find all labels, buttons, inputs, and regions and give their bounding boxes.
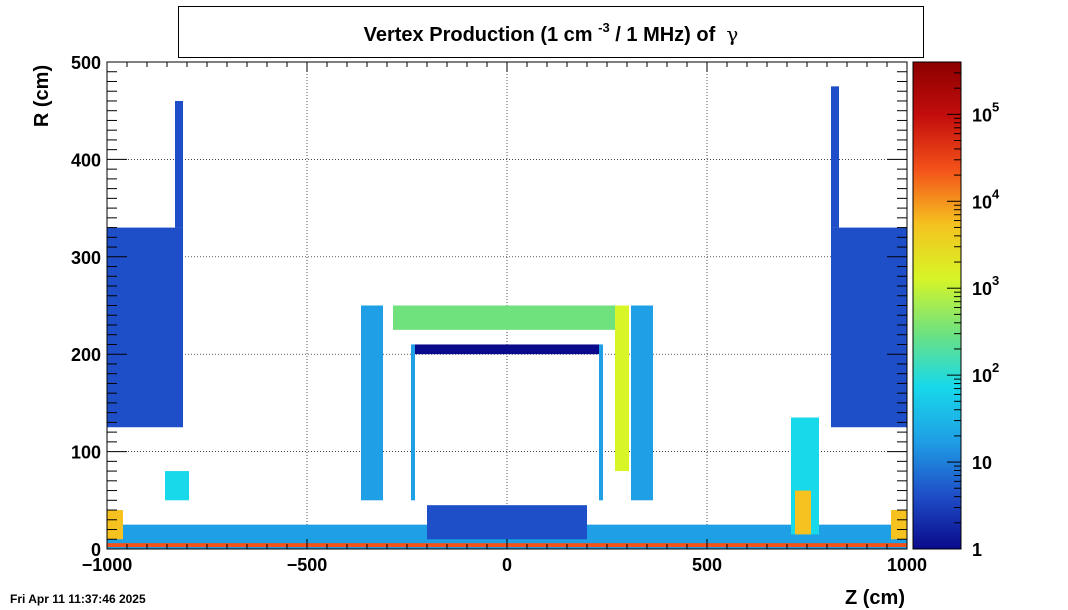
colorbar-tick-label: 103: [972, 273, 999, 299]
x-axis-label: Z (cm): [845, 587, 905, 609]
heatmap-cell: [427, 505, 587, 540]
title-main: Vertex Production (1 cm: [363, 24, 593, 46]
heatmap-cell: [631, 305, 653, 501]
heatmap-cell: [413, 344, 601, 355]
heatmap-regions: [107, 86, 907, 549]
title-box: Vertex Production (1 cm -3 / 1 MHz) of γ: [178, 6, 924, 58]
heatmap-cell: [831, 227, 907, 428]
heatmap-cell: [107, 510, 123, 540]
y-tick-label: 0: [91, 540, 101, 560]
y-tick-label: 400: [71, 150, 101, 170]
title-exponent: -3: [598, 20, 610, 35]
x-tick-label: 0: [502, 555, 512, 575]
y-tick-label: 200: [71, 345, 101, 365]
y-axis: 0 100 200 300 400 500: [71, 53, 907, 560]
y-tick-label: 500: [71, 53, 101, 73]
heatmap-cell: [615, 305, 629, 472]
x-tick-label: −500: [287, 555, 328, 575]
x-tick-label: −1000: [82, 555, 133, 575]
heatmap-cell: [831, 86, 839, 228]
title-rest: / 1 MHz) of: [615, 24, 716, 46]
y-tick-label: 100: [71, 443, 101, 463]
colorbar: [912, 61, 962, 550]
y-tick-label: 300: [71, 248, 101, 268]
colorbar-tick-label: 105: [972, 99, 999, 125]
heatmap-cell: [411, 344, 415, 501]
colorbar-tick-label: 1: [972, 540, 982, 560]
y-axis-label: R (cm): [31, 65, 53, 127]
colorbar-tick-label: 102: [972, 360, 999, 386]
colorbar-tick-label: 10: [972, 453, 992, 473]
heatmap-cell: [795, 490, 811, 535]
heatmap-cell: [393, 305, 621, 330]
heatmap-cell: [175, 100, 183, 228]
chart-title: Vertex Production (1 cm -3 / 1 MHz) of γ: [179, 20, 923, 47]
colorbar-tick-label: 104: [972, 186, 1000, 212]
x-tick-label: 500: [692, 555, 722, 575]
heatmap-cell: [361, 305, 383, 501]
colorbar-axis: 1 10 102 103 104 105: [947, 61, 1000, 560]
heatmap-cell: [165, 471, 189, 501]
heatmap-cell: [107, 227, 183, 428]
x-axis: −1000 −500 0 500 1000: [82, 62, 927, 575]
x-tick-label: 1000: [887, 555, 927, 575]
heatmap-cell: [599, 344, 603, 501]
title-particle: γ: [726, 22, 739, 46]
timestamp: Fri Apr 11 11:37:46 2025: [10, 592, 146, 606]
heatmap-cell: [891, 510, 907, 540]
